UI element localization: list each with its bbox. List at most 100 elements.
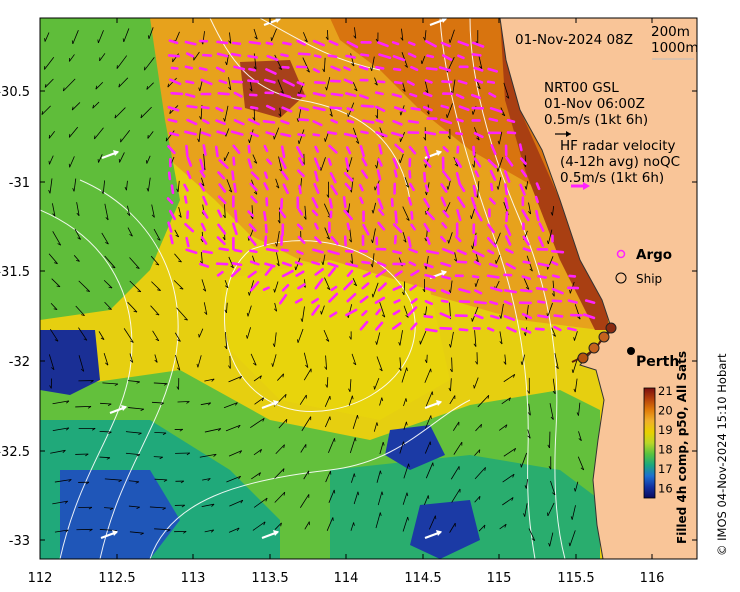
- current-arrow: [174, 332, 181, 342]
- hf-radar-arrow: [410, 210, 414, 220]
- flow-arrow-head: [273, 530, 279, 536]
- current-arrow-head: [126, 212, 131, 216]
- hf-radar-arrow: [410, 223, 416, 231]
- hf-radar-arrow: [359, 320, 369, 331]
- hf-radar-arrow: [442, 210, 450, 218]
- x-tick-label: 114: [334, 571, 359, 586]
- current-arrow: [571, 505, 576, 520]
- current-arrow: [325, 470, 331, 483]
- current-arrow: [228, 256, 234, 269]
- hf-radar-arrow: [247, 210, 255, 217]
- current-arrow-head: [578, 438, 582, 442]
- current-arrow-head: [66, 427, 70, 431]
- hf-radar-arrow: [232, 144, 241, 154]
- hf-radar-arrow: [264, 264, 274, 276]
- hf-radar-arrow: [184, 40, 197, 46]
- current-arrow-head: [41, 111, 44, 115]
- current-arrow: [503, 82, 510, 99]
- hf-radar-arrow: [202, 119, 210, 125]
- hf-radar-arrow: [407, 236, 412, 248]
- current-arrow: [228, 77, 232, 90]
- flow-arrow-head: [121, 405, 127, 411]
- hf-radar-arrow: [409, 182, 415, 192]
- hf-radar-arrow: [296, 81, 305, 86]
- hf-subtitle: (4-12h avg) noQC: [560, 154, 680, 170]
- current-arrow: [127, 301, 138, 313]
- current-arrow-head: [448, 289, 451, 294]
- hf-radar-arrow: [490, 144, 497, 156]
- current-arrow-head: [346, 168, 349, 172]
- hf-radar-arrow: [474, 78, 484, 84]
- current-arrow-head: [105, 242, 109, 245]
- hf-radar-arrow: [522, 247, 532, 253]
- hf-radar-arrow: [185, 80, 195, 85]
- hf-radar-arrow: [248, 67, 257, 72]
- hf-radar-arrow: [247, 235, 257, 246]
- hf-radar-arrow: [489, 300, 499, 306]
- current-arrow-head: [183, 531, 187, 534]
- current-arrow: [224, 151, 230, 162]
- current-arrow: [73, 178, 77, 192]
- hf-radar-arrow: [423, 171, 427, 183]
- current-arrow-head: [425, 191, 427, 196]
- hf-radar-arrow: [361, 310, 368, 317]
- current-arrow-head: [162, 507, 166, 510]
- current-arrow: [494, 232, 501, 247]
- hf-radar-arrow: [168, 39, 179, 45]
- current-arrow-head: [402, 88, 406, 92]
- current-arrow: [50, 302, 58, 310]
- current-arrow: [399, 330, 403, 346]
- current-arrow-head: [162, 432, 167, 435]
- flow-arrow-head: [436, 150, 442, 156]
- current-arrow-head: [322, 68, 325, 73]
- current-arrow-head: [265, 497, 268, 502]
- hf-radar-arrow: [266, 54, 279, 62]
- hf-radar-arrow: [247, 54, 258, 59]
- hf-radar-arrow: [375, 118, 384, 124]
- current-arrow: [274, 468, 285, 479]
- hf-radar-arrow: [184, 65, 194, 70]
- colorbar-tick-label: 20: [658, 404, 673, 418]
- current-arrow: [453, 156, 459, 167]
- current-arrow: [49, 328, 59, 342]
- hf-radar-arrow: [278, 209, 287, 219]
- current-arrow-head: [501, 113, 506, 117]
- current-arrow: [577, 456, 585, 471]
- current-arrow: [400, 132, 406, 142]
- hf-radar-arrow: [297, 169, 305, 178]
- hf-radar-arrow: [567, 327, 577, 332]
- current-arrow: [320, 157, 326, 171]
- hf-radar-arrow: [441, 80, 453, 84]
- hf-radar-arrow: [311, 209, 319, 217]
- current-arrow-head: [555, 365, 559, 370]
- hf-radar-arrow: [376, 261, 387, 267]
- hf-radar-arrow: [535, 182, 541, 191]
- current-arrow: [399, 153, 404, 164]
- hf-radar-arrow: [247, 118, 260, 126]
- hf-radar-arrow: [233, 119, 245, 126]
- hf-radar-arrow: [264, 223, 268, 234]
- hf-radar-arrow: [505, 156, 514, 167]
- current-arrow-head: [568, 542, 571, 547]
- hf-radar-arrow: [377, 158, 383, 167]
- current-arrow: [151, 401, 164, 404]
- hf-radar-arrow: [263, 235, 268, 247]
- y-tick-label: -31.5: [0, 265, 30, 280]
- current-arrow-head: [228, 189, 233, 193]
- hf-radar-arrow: [312, 91, 326, 98]
- hf-radar-arrow: [279, 157, 287, 170]
- sst-cold-south: [385, 425, 480, 559]
- hf-radar-arrow: [281, 283, 290, 292]
- hf-radar-arrow: [551, 287, 564, 295]
- current-arrow-head: [398, 367, 402, 371]
- hf-radar-arrow: [474, 289, 483, 295]
- hf-radar-arrow: [458, 105, 470, 112]
- current-arrow: [175, 354, 181, 371]
- current-arrow-head: [54, 262, 58, 265]
- current-arrow: [454, 252, 458, 262]
- hf-radar-arrow: [314, 268, 324, 276]
- ship-marker: [588, 342, 600, 354]
- hf-radar-arrow: [314, 170, 319, 182]
- current-arrow-head: [370, 67, 373, 71]
- current-arrow: [424, 495, 429, 505]
